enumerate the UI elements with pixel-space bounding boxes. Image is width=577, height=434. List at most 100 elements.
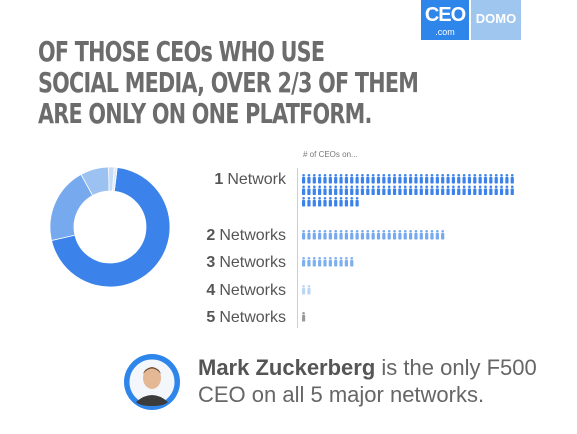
row-label-5-networks: 5 Networks [206, 309, 286, 327]
person-portrait-icon [126, 356, 178, 408]
ceo-person-icon [371, 174, 375, 184]
ceo-person-icon [366, 185, 370, 195]
ceo-person-icon [302, 230, 306, 240]
ceo-person-icon [392, 230, 397, 240]
ceo-person-icon [328, 257, 332, 267]
row-label-2-networks: 2 Networks [206, 227, 286, 245]
ceo-person-icon [409, 185, 413, 195]
ceo-person-icon [339, 257, 343, 267]
ceo-person-icon [307, 197, 311, 207]
ceo-person-icon [318, 197, 322, 207]
ceo-person-icon [387, 185, 391, 195]
ceo-person-icon [323, 197, 327, 207]
ceo-person-icon [419, 185, 423, 195]
ceo-person-icon [323, 185, 327, 195]
ceo-person-icon [398, 230, 402, 240]
ceo-person-icon [457, 185, 461, 195]
ceo-person-icon [350, 185, 354, 195]
ceo-person-icon [467, 174, 472, 184]
ceo-person-icon [451, 185, 455, 195]
ceo-person-icon [307, 230, 311, 240]
ceo-person-icon [435, 230, 439, 240]
row-label-1-network: 1 Network [214, 171, 286, 189]
donut-slice-1 [51, 166, 171, 288]
ceo-person-icon [478, 185, 482, 195]
ceo-person-icon [451, 174, 455, 184]
ceo-person-icon [323, 257, 327, 267]
ceo-person-icon [430, 174, 434, 184]
ceo-person-icon [312, 230, 316, 240]
ceo-person-icon [318, 257, 322, 267]
ceo-person-icon [392, 185, 397, 195]
ceo-person-icon [312, 257, 316, 267]
ceo-person-icon [376, 185, 381, 195]
ceo-person-icon [414, 174, 418, 184]
ceo-person-icon [510, 185, 514, 195]
headline: OF THOSE CEOs WHO USE SOCIAL MEDIA, OVER… [38, 36, 419, 129]
ceo-person-icon [328, 185, 332, 195]
row-label-3-text: Networks [219, 254, 286, 271]
ceo-person-icon [382, 185, 386, 195]
ceo-person-icon [366, 174, 370, 184]
ceo-person-icon [494, 185, 498, 195]
ceo-person-icon [441, 230, 445, 240]
ceo-logo-domain: .com [435, 27, 455, 37]
ceo-person-icon [505, 185, 509, 195]
ceo-person-icon [419, 174, 423, 184]
row-label-3-number: 3 [206, 254, 216, 271]
ceo-person-icon [307, 257, 311, 267]
avatar [124, 354, 180, 410]
ceo-person-icon [473, 185, 477, 195]
ceo-person-icon [360, 185, 365, 195]
ceo-person-icon [323, 174, 327, 184]
ceo-person-icon [446, 185, 450, 195]
ceo-person-icon [355, 197, 359, 207]
ceo-person-icon [435, 185, 439, 195]
footer-quote: Mark Zuckerberg is the only F500 CEO on … [198, 354, 558, 408]
ceo-person-icon [435, 174, 439, 184]
ceo-person-icon [323, 230, 327, 240]
ceo-person-icon [318, 185, 322, 195]
ceo-person-icon [441, 174, 445, 184]
ceo-person-icon [350, 197, 354, 207]
row-label-1-number: 1 [214, 171, 224, 188]
ceo-person-icon [302, 174, 306, 184]
ceo-person-icon [360, 174, 365, 184]
ceo-person-icon [334, 257, 338, 267]
ceo-person-icon [302, 312, 306, 322]
ceo-person-icon [312, 174, 316, 184]
row-label-3-networks: 3 Networks [206, 254, 286, 272]
ceo-person-icon [312, 197, 316, 207]
ceo-person-icon [302, 197, 306, 207]
row-label-5-number: 5 [206, 309, 216, 326]
ceo-person-icon [510, 174, 514, 184]
ceo-person-icon [409, 230, 413, 240]
donut-slice-5 [112, 166, 118, 192]
ceo-person-icon [473, 174, 477, 184]
footer-name: Mark Zuckerberg [198, 355, 376, 380]
ceo-person-icon [398, 185, 402, 195]
row-label-4-networks: 4 Networks [206, 282, 286, 300]
ceo-person-icon [483, 185, 488, 195]
ceo-person-icon [334, 185, 338, 195]
ceo-person-icon [382, 174, 386, 184]
ceo-logo: CEO .com [421, 0, 469, 40]
ceo-person-icon [339, 197, 343, 207]
ceo-person-icon [430, 185, 434, 195]
ceo-person-icon [302, 185, 306, 195]
ceo-person-icon [339, 174, 343, 184]
ceo-person-icon [478, 174, 482, 184]
row-label-4-number: 4 [206, 282, 216, 299]
ceo-person-icon [467, 185, 472, 195]
ceo-person-icon [366, 230, 370, 240]
ceo-person-icon [350, 230, 354, 240]
ceo-person-icon [339, 185, 343, 195]
ceo-person-icon [483, 174, 488, 184]
ceo-person-icon [403, 185, 407, 195]
ceo-person-icon [457, 174, 461, 184]
ceo-person-icon [302, 285, 306, 295]
ceo-person-icon [302, 257, 306, 267]
ceo-person-icon [425, 174, 429, 184]
ceo-person-icon [360, 230, 365, 240]
ceo-person-icon [446, 174, 450, 184]
